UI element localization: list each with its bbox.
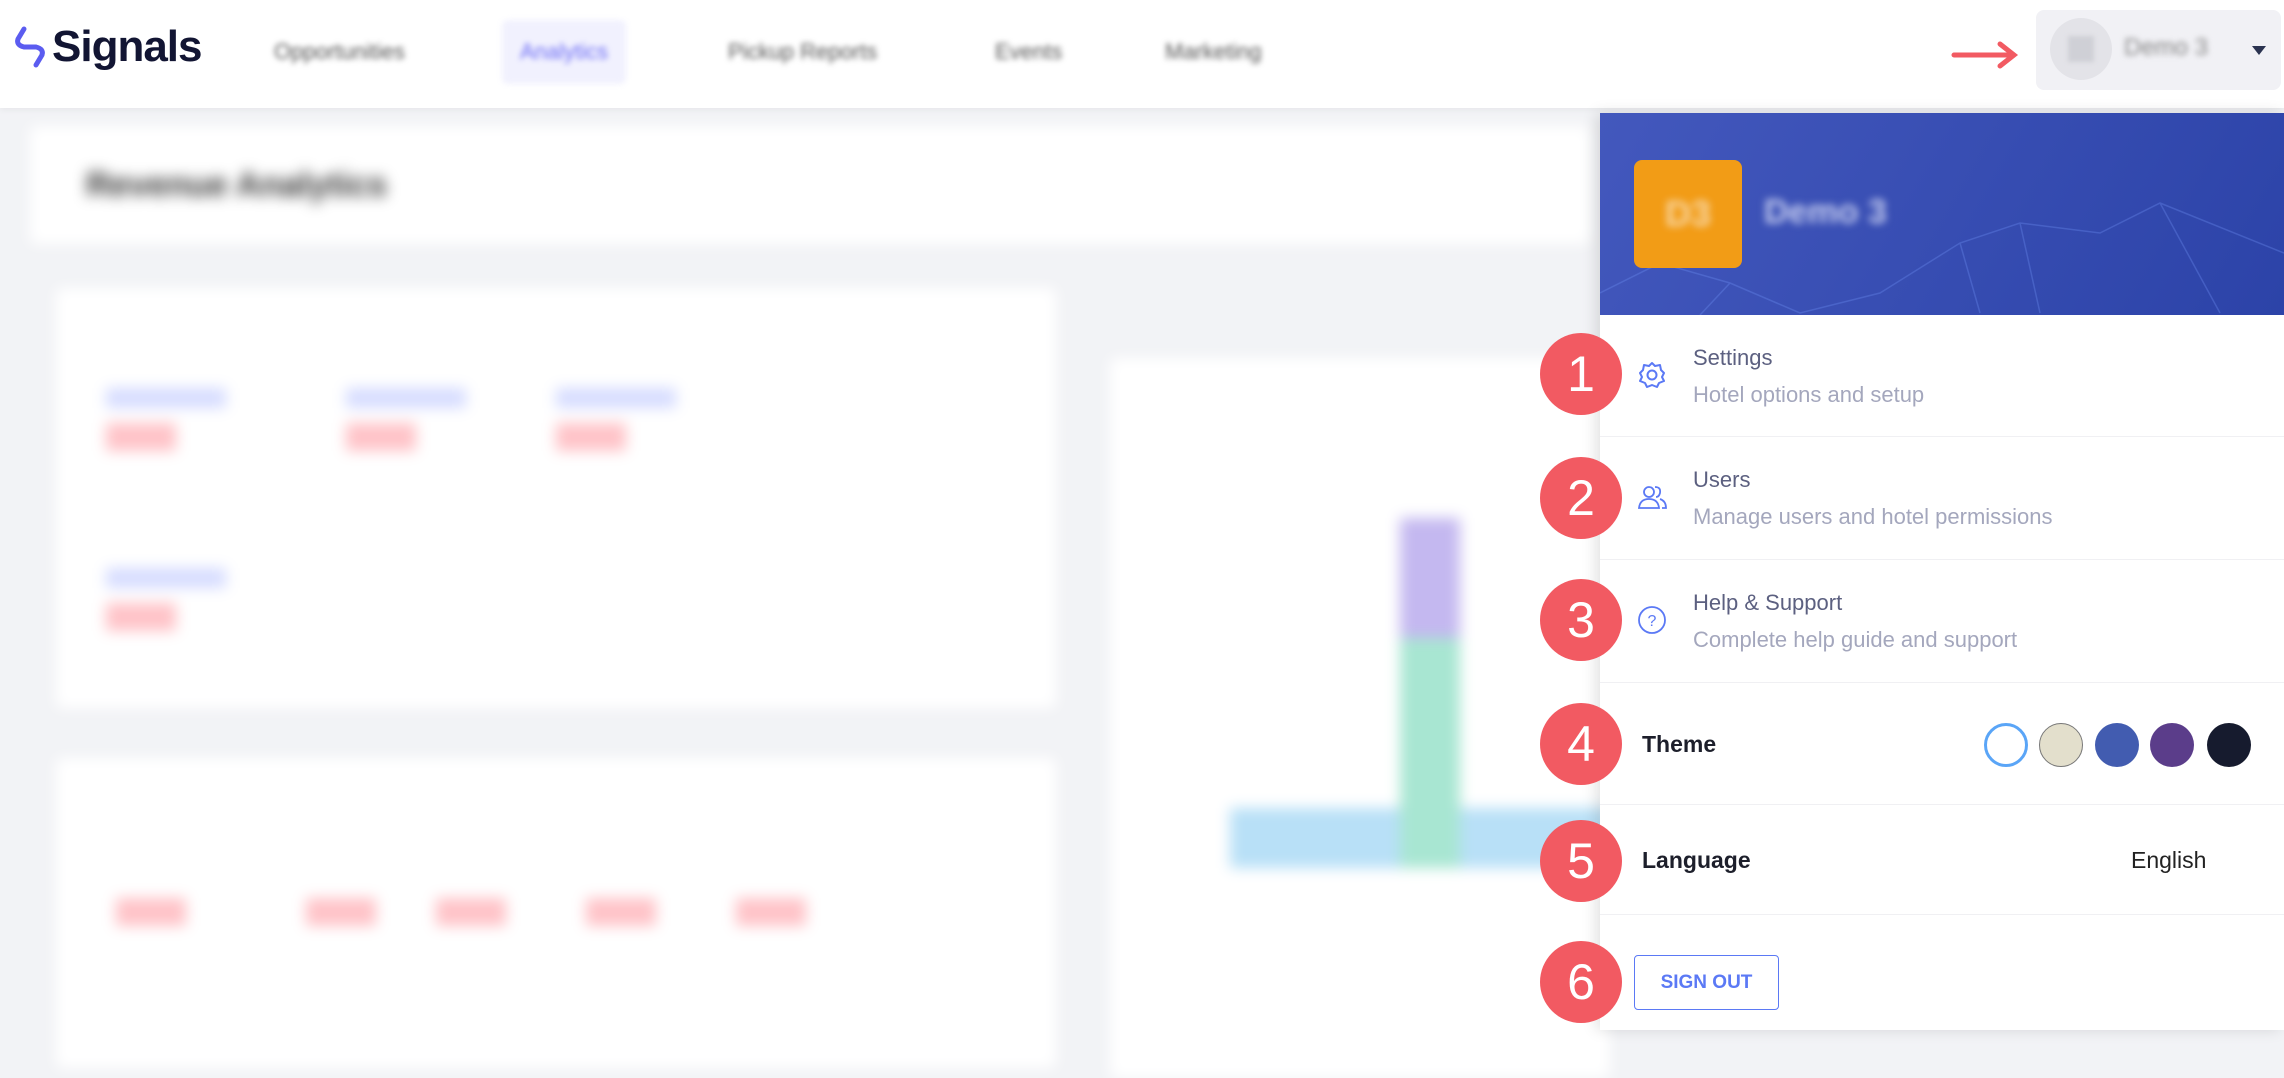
nav-pickup-reports[interactable]: Pickup Reports [710, 20, 895, 84]
annotation-badge-4: 4 [1540, 703, 1622, 785]
language-label: Language [1642, 847, 1751, 873]
menu-item-title: Users [1693, 467, 1751, 492]
annotation-badge-5: 5 [1540, 820, 1622, 902]
user-name: Demo 3 [2124, 34, 2209, 61]
logo[interactable]: Signals [14, 22, 202, 72]
theme-swatch-blue[interactable] [2095, 723, 2139, 767]
menu-item-subtitle: Manage users and hotel permissions [1693, 504, 2053, 529]
theme-row: Theme [1600, 683, 2284, 805]
theme-swatch-white[interactable] [1984, 723, 2028, 767]
menu-item-settings[interactable]: Settings Hotel options and setup [1600, 315, 2284, 437]
metrics-card-2 [56, 758, 1056, 1068]
annotation-badge-3: 3 [1540, 579, 1622, 661]
nav-marketing[interactable]: Marketing [1147, 20, 1280, 84]
annotation-badge-2: 2 [1540, 457, 1622, 539]
theme-label: Theme [1642, 731, 1717, 757]
svg-text:?: ? [1648, 613, 1657, 630]
theme-swatch-purple[interactable] [2150, 723, 2194, 767]
hotel-name: Demo 3 [1764, 193, 1887, 231]
menu-item-help-support[interactable]: ? Help & Support Complete help guide and… [1600, 560, 2284, 683]
sign-out-row: SIGN OUT [1600, 915, 2284, 1030]
annotation-badge-1: 1 [1540, 333, 1622, 415]
nav-label: Analytics [520, 39, 609, 64]
question-circle-icon: ? [1638, 606, 1666, 634]
menu-item-users[interactable]: Users Manage users and hotel permissions [1600, 437, 2284, 560]
nav-label: Opportunities [274, 39, 405, 64]
user-banner: D3 Demo 3 [1600, 113, 2284, 315]
arrow-annotation-icon [1951, 41, 2019, 69]
hotel-avatar: D3 [1634, 160, 1742, 268]
signals-logo-icon [15, 26, 45, 68]
menu-item-subtitle: Complete help guide and support [1693, 627, 2018, 652]
page-title: Revenue Analytics [86, 166, 388, 204]
user-menu-button[interactable]: Demo 3 [2036, 10, 2281, 90]
theme-swatch-dark[interactable] [2207, 723, 2251, 767]
nav-label: Marketing [1165, 39, 1262, 64]
chart-card [1110, 358, 1610, 1078]
menu-item-title: Settings [1693, 345, 1773, 370]
menu-item-subtitle: Hotel options and setup [1693, 382, 1925, 407]
language-value[interactable]: English [2131, 847, 2207, 873]
page-header-card: Revenue Analytics [30, 126, 1590, 244]
nav-opportunities[interactable]: Opportunities [256, 20, 423, 84]
annotation-badge-6: 6 [1540, 941, 1622, 1023]
nav-label: Pickup Reports [728, 39, 878, 64]
user-dropdown-menu: D3 Demo 3 Settings Hotel options and set… [1600, 113, 2284, 1030]
nav-events[interactable]: Events [977, 20, 1080, 84]
theme-swatch-beige[interactable] [2039, 723, 2083, 767]
logo-text: Signals [52, 22, 202, 71]
users-icon [1637, 486, 1667, 509]
top-navbar: Signals Opportunities Analytics Pickup R… [0, 0, 2284, 108]
blurred-page-background: Revenue Analytics [0, 108, 2284, 1078]
metrics-card [56, 288, 1056, 708]
nav-analytics[interactable]: Analytics [502, 20, 627, 84]
menu-item-title: Help & Support [1693, 590, 1843, 615]
caret-down-icon [2252, 46, 2266, 55]
nav-label: Events [995, 39, 1063, 64]
network-pattern-icon [1600, 202, 2284, 315]
language-row[interactable]: Language English [1600, 805, 2284, 915]
avatar [2050, 18, 2112, 80]
gear-icon [1639, 362, 1665, 388]
sign-out-button[interactable]: SIGN OUT [1634, 955, 1779, 1010]
